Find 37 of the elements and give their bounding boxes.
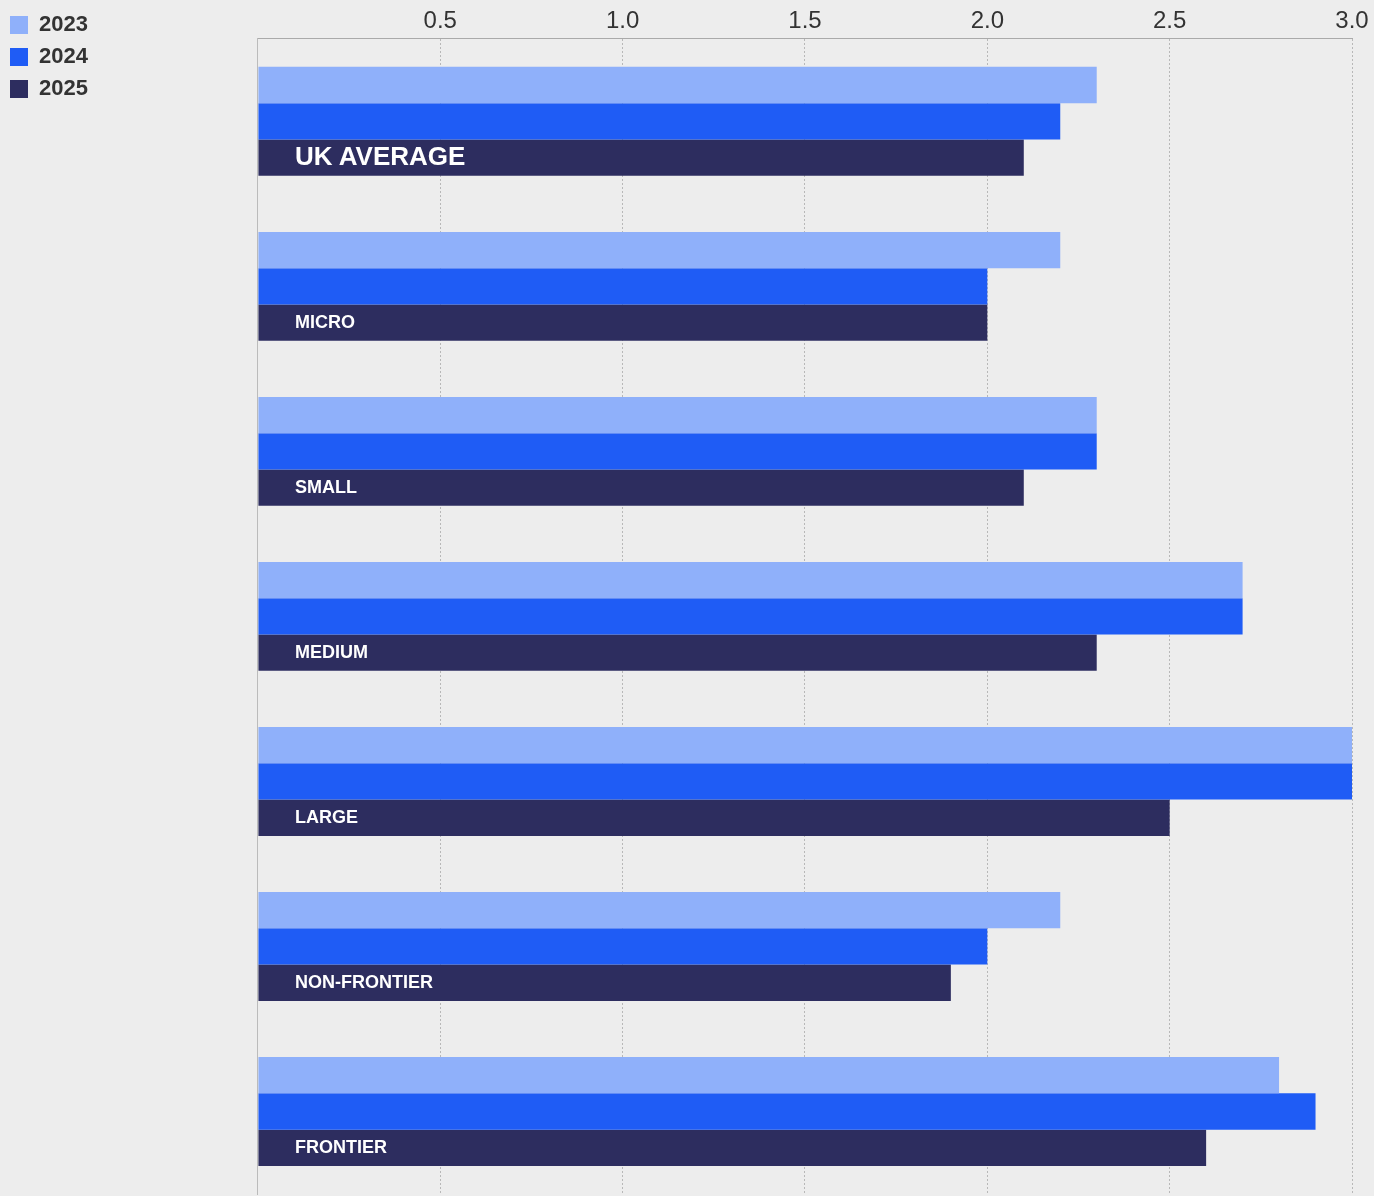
bar xyxy=(258,231,1061,269)
legend-label: 2024 xyxy=(39,43,89,69)
bar xyxy=(258,396,1097,434)
bar xyxy=(258,964,951,1001)
bar xyxy=(258,103,1061,140)
bar xyxy=(258,1129,1207,1166)
y-tick-label: MICRO xyxy=(294,311,355,332)
x-tick-label: 0.5 xyxy=(423,6,457,34)
bar xyxy=(258,304,988,341)
bar xyxy=(258,66,1097,104)
y-tick-label: MEDIUM xyxy=(294,641,368,662)
bar xyxy=(258,469,1024,506)
y-tick-label: FRONTIER xyxy=(294,1136,387,1157)
bar xyxy=(258,268,988,305)
legend-label: 2023 xyxy=(39,11,88,37)
y-tick-label: NON-FRONTIER xyxy=(294,971,433,992)
bar xyxy=(258,561,1243,599)
bar xyxy=(258,433,1097,470)
x-tick-label: 2.5 xyxy=(1152,6,1187,34)
bar xyxy=(258,726,1352,764)
x-tick-label: 1.0 xyxy=(605,6,640,34)
bar xyxy=(258,598,1243,635)
x-tick-label: 2.0 xyxy=(970,6,1004,34)
x-tick-label: 3.0 xyxy=(1335,6,1369,34)
bar xyxy=(258,634,1097,671)
bar xyxy=(258,928,988,965)
bar xyxy=(258,763,1352,800)
y-tick-label: UK AVERAGE xyxy=(294,140,466,171)
bar xyxy=(258,139,1024,176)
bar xyxy=(258,799,1170,836)
bar xyxy=(258,892,1061,929)
y-tick-label: LARGE xyxy=(294,806,358,827)
y-tick-label: SMALL xyxy=(294,476,357,497)
x-tick-label: 1.5 xyxy=(788,6,822,34)
bar xyxy=(258,1093,1316,1130)
legend-label: 2025 xyxy=(39,75,88,101)
bar xyxy=(258,1057,1280,1094)
